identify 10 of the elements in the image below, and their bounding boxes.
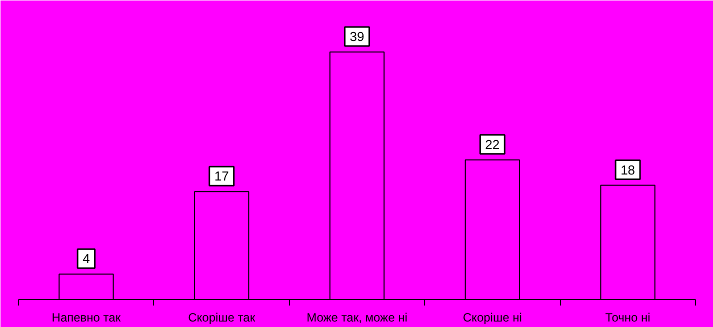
data-label: 17 bbox=[214, 168, 229, 184]
x-tick-label: Напевно так bbox=[52, 310, 122, 324]
x-tick-label: Точно ні bbox=[605, 310, 650, 324]
data-label: 18 bbox=[620, 162, 636, 178]
x-tick-label: Скоріше ні bbox=[462, 310, 522, 324]
x-tick-label: Може так, може ні bbox=[306, 310, 408, 324]
data-label: 22 bbox=[485, 136, 500, 152]
data-label: 4 bbox=[82, 251, 90, 266]
x-tick-label: Скоріше так bbox=[188, 310, 256, 324]
data-label: 39 bbox=[350, 29, 364, 44]
